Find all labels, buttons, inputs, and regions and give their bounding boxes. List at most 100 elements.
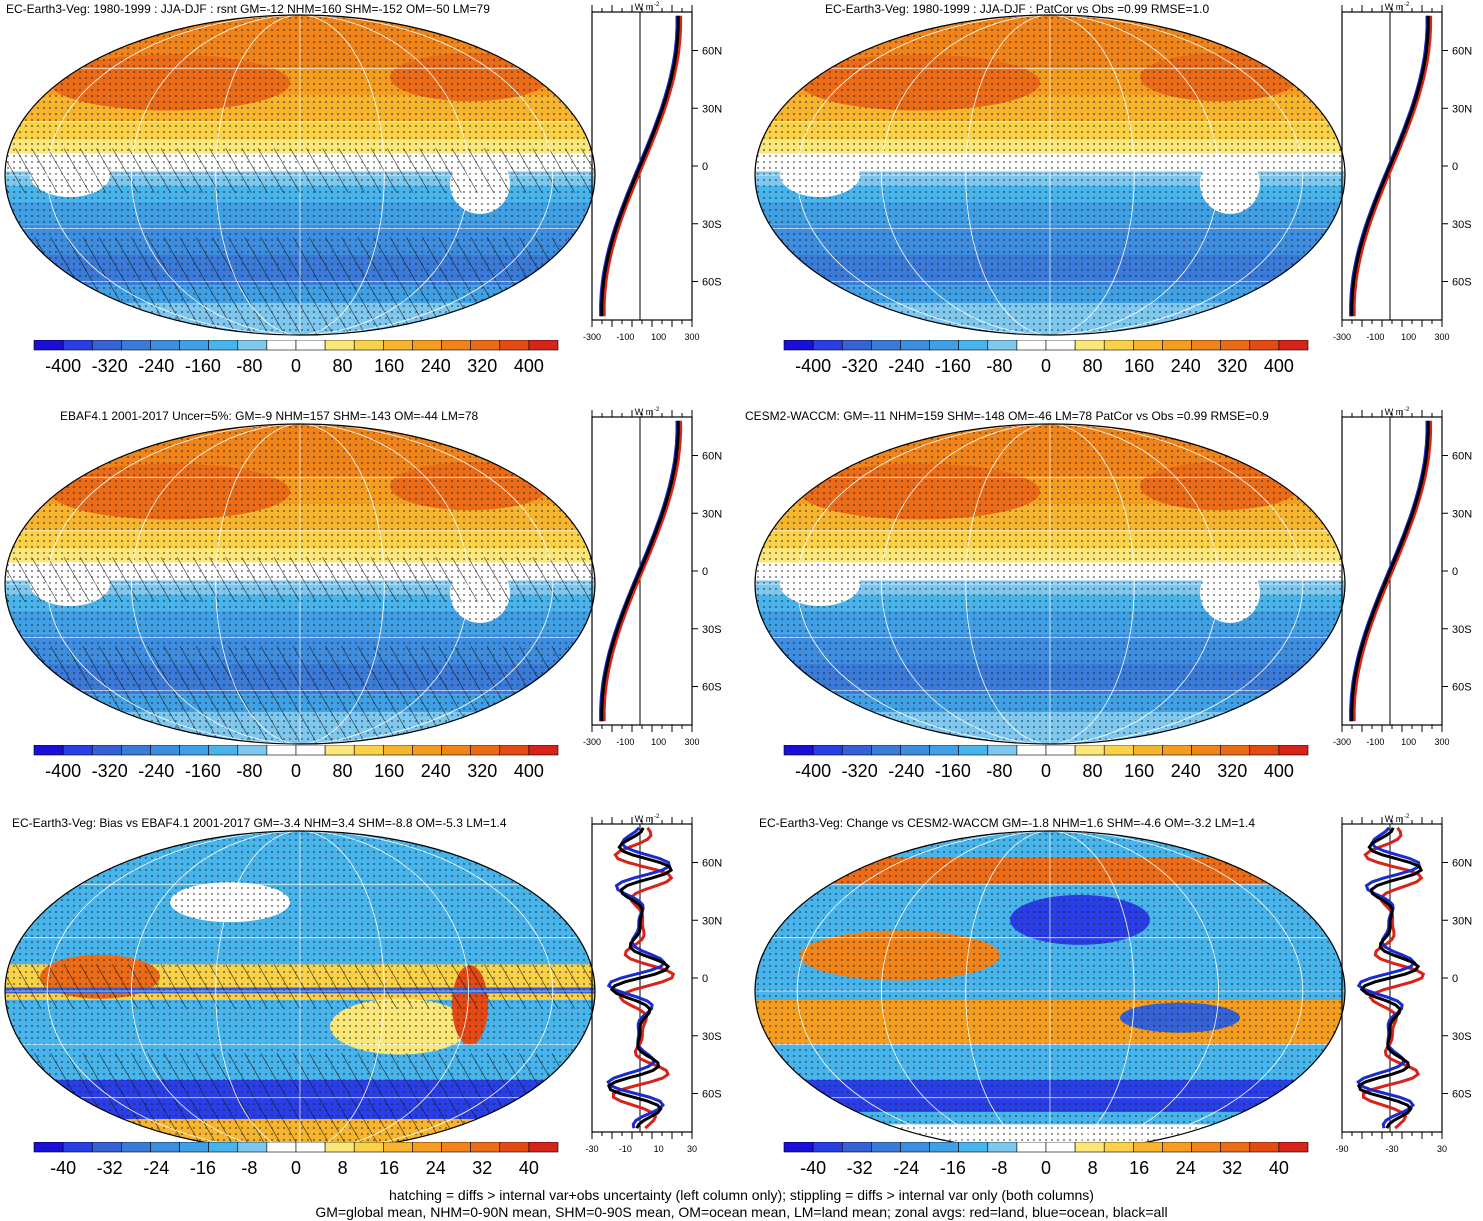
robinson-map: [4, 14, 596, 336]
units-superscript: -2: [654, 407, 660, 413]
colorbar-label: -320: [92, 356, 128, 376]
all-zonal-curve: [1350, 420, 1430, 722]
zonal-tick-label: 100: [651, 332, 666, 342]
all-zonal-curve: [606, 827, 674, 1129]
all-zonal-curve: [1356, 827, 1424, 1129]
colorbar-swatch: [121, 340, 151, 351]
colorbar-swatch: [412, 745, 442, 756]
colorbar-label: -320: [92, 761, 128, 781]
colorbar-label: 320: [467, 761, 497, 781]
colorbar-label: -16: [940, 1158, 966, 1178]
colorbar-label: -24: [893, 1158, 919, 1178]
colorbar-label: 320: [1217, 356, 1247, 376]
colorbar-swatch: [841, 1142, 872, 1153]
land-zonal-curve: [602, 420, 683, 722]
zonal-tick-label: 100: [1401, 332, 1416, 342]
colorbar-label: 160: [1124, 356, 1154, 376]
lat-tick-label: 0: [702, 566, 708, 578]
lat-tick-label: 30S: [702, 1031, 722, 1043]
colorbar-swatch: [528, 745, 559, 756]
lat-tick-label: 30N: [1452, 508, 1472, 520]
colorbar-label: -240: [888, 356, 924, 376]
colorbar-swatch: [383, 340, 413, 351]
colorbar-swatch: [871, 340, 901, 351]
zonal-tick-label: -300: [583, 332, 601, 342]
colorbar-label: -80: [986, 356, 1012, 376]
units-superscript: -2: [1404, 407, 1410, 413]
zonal-tick-label: -100: [616, 332, 634, 342]
ocean-zonal-curve: [1356, 826, 1421, 1129]
colorbar-swatch: [987, 340, 1018, 351]
zonal-mean-plot: W m -2 60N 30N 0 30S 60S -30 -10 10 30: [585, 814, 722, 1154]
all-zonal-curve: [1350, 15, 1430, 317]
colorbar-swatch: [783, 340, 814, 351]
lat-tick-label: 0: [1452, 566, 1458, 578]
lat-tick-label: 60S: [1452, 1089, 1472, 1101]
lat-tick-label: 30S: [1452, 1031, 1472, 1043]
colorbar-swatch: [1016, 1142, 1047, 1153]
colorbar-label: 32: [472, 1158, 492, 1178]
colorbar-swatch: [1191, 745, 1221, 756]
lat-tick-label: 0: [702, 161, 708, 173]
colorbar-label: 24: [1176, 1158, 1196, 1178]
robinson-map: [754, 14, 1346, 336]
colorbar-label: 160: [374, 356, 404, 376]
colorbar-label: 240: [421, 356, 451, 376]
colorbar-swatch: [841, 745, 872, 756]
lat-tick-label: 30N: [702, 103, 722, 115]
land-zonal-curve: [602, 15, 683, 317]
colorbar-label: -160: [935, 356, 971, 376]
zonal-mean-plot: W m -2 60N 30N 0 30S 60S -300 -100 100 300: [1333, 407, 1472, 747]
colorbar-swatch: [324, 340, 355, 351]
colorbar-label: 400: [514, 356, 544, 376]
colorbar-swatch: [1133, 1142, 1163, 1153]
map-field: [5, 831, 595, 1151]
colorbar-swatch: [441, 1142, 471, 1153]
colorbar-swatch: [929, 340, 959, 351]
colorbar-swatch: [841, 340, 872, 351]
colorbar: -40 -32 -24 -16 -8 0 8 16 24 32 40: [33, 1142, 559, 1178]
colorbar-swatch: [91, 745, 122, 756]
colorbar-swatch: [383, 1142, 413, 1153]
colorbar-swatch: [1162, 340, 1192, 351]
colorbar-label: -32: [847, 1158, 873, 1178]
zonal-tick-label: -100: [1366, 332, 1384, 342]
colorbar-swatch: [1045, 1142, 1076, 1153]
colorbar-swatch: [266, 340, 297, 351]
colorbar-swatch: [62, 340, 93, 351]
colorbar-swatch: [812, 745, 843, 756]
colorbar-swatch: [958, 340, 989, 351]
units-label: W m: [1385, 814, 1404, 824]
colorbar-label: 240: [1171, 356, 1201, 376]
units-label: W m: [635, 814, 654, 824]
zonal-tick-label: 100: [651, 737, 666, 747]
colorbar-label: 32: [1222, 1158, 1242, 1178]
colorbar-label: -240: [888, 761, 924, 781]
units-label: W m: [1385, 407, 1404, 417]
zonal-tick-label: -100: [616, 737, 634, 747]
colorbar-swatch: [383, 745, 413, 756]
units-label: W m: [635, 2, 654, 12]
land-zonal-curve: [1352, 15, 1433, 317]
zonal-tick-label: 30: [1437, 1144, 1447, 1154]
colorbar-swatch: [871, 1142, 901, 1153]
lat-tick-label: 30N: [702, 915, 722, 927]
colorbar-swatch: [783, 1142, 814, 1153]
colorbar-swatch: [929, 745, 959, 756]
colorbar-swatch: [958, 745, 989, 756]
zonal-tick-label: -300: [1333, 737, 1351, 747]
panel-title: EC-Earth3-Veg: 1980-1999 : JJA-DJF : rsn…: [6, 2, 490, 16]
robinson-map: [4, 423, 596, 745]
colorbar-label: -400: [795, 761, 831, 781]
colorbar-swatch: [1162, 745, 1192, 756]
zonal-tick-label: -30: [1385, 1144, 1398, 1154]
colorbar-label: 240: [421, 761, 451, 781]
colorbar-swatch: [121, 1142, 151, 1153]
colorbar-label: 400: [1264, 761, 1294, 781]
colorbar-swatch: [1191, 1142, 1221, 1153]
colorbar-swatch: [1133, 745, 1163, 756]
map-field: [5, 15, 595, 335]
colorbar-swatch: [1162, 1142, 1192, 1153]
colorbar-label: -80: [236, 761, 262, 781]
lat-tick-label: 30S: [1452, 219, 1472, 231]
